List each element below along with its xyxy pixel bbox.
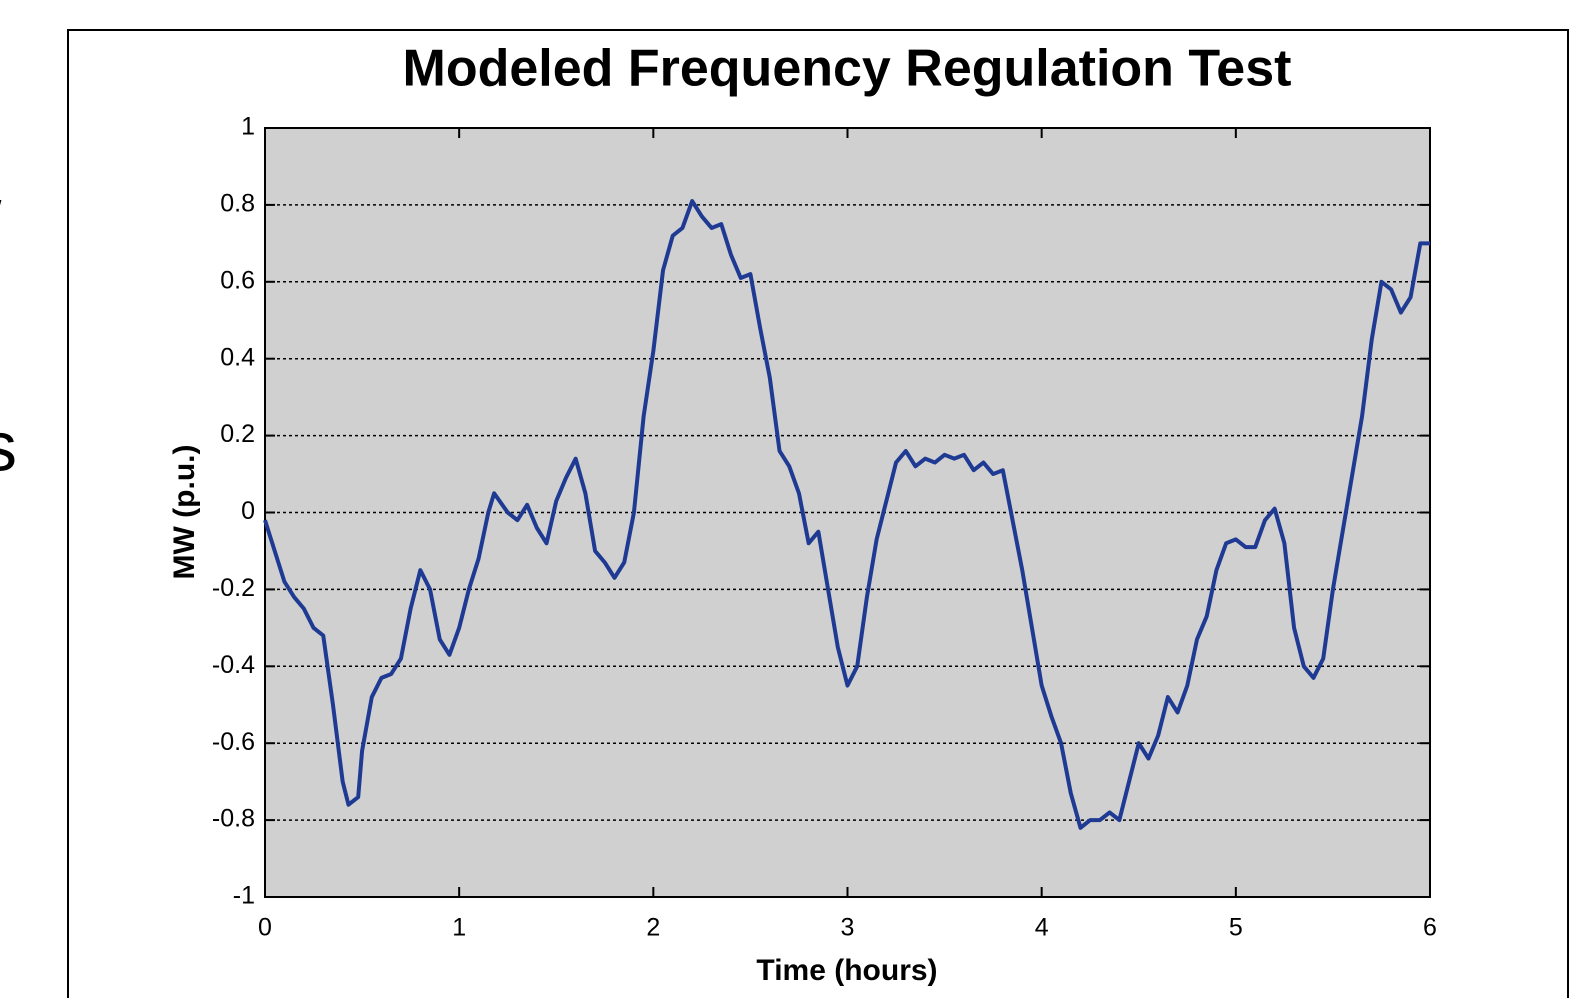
line-series xyxy=(263,199,1430,830)
side-text: / xyxy=(0,187,2,265)
y-tick-label: -1 xyxy=(233,882,255,910)
axes-box xyxy=(264,127,1431,898)
x-tick-label: 6 xyxy=(1423,914,1437,942)
x-tick-label: 3 xyxy=(841,914,855,942)
y-tick-label: 1 xyxy=(241,113,255,141)
y-tick-label: 0.6 xyxy=(220,266,255,294)
x-tick-label: 2 xyxy=(646,914,660,942)
y-tick-label: -0.8 xyxy=(212,805,255,833)
y-tick-label: 0 xyxy=(241,497,255,525)
x-tick-label: 1 xyxy=(452,914,466,942)
y-tick-label: 0.4 xyxy=(220,343,255,371)
side-text: s xyxy=(0,407,17,485)
y-tick-label: 0.8 xyxy=(220,190,255,218)
x-tick-label: 5 xyxy=(1229,914,1243,942)
x-axis-label: Time (hours) xyxy=(756,954,937,987)
y-tick-label: -0.6 xyxy=(212,728,255,756)
x-tick-label: 4 xyxy=(1035,914,1049,942)
y-axis-label: MW (p.u.) xyxy=(168,445,201,580)
y-tick-label: -0.2 xyxy=(212,574,255,602)
y-tick-label: -0.4 xyxy=(212,651,255,679)
figure-border xyxy=(67,29,1569,998)
x-tick-label: 0 xyxy=(258,914,272,942)
chart-title: Modeled Frequency Regulation Test xyxy=(403,40,1292,98)
y-tick-label: 0.2 xyxy=(220,420,255,448)
